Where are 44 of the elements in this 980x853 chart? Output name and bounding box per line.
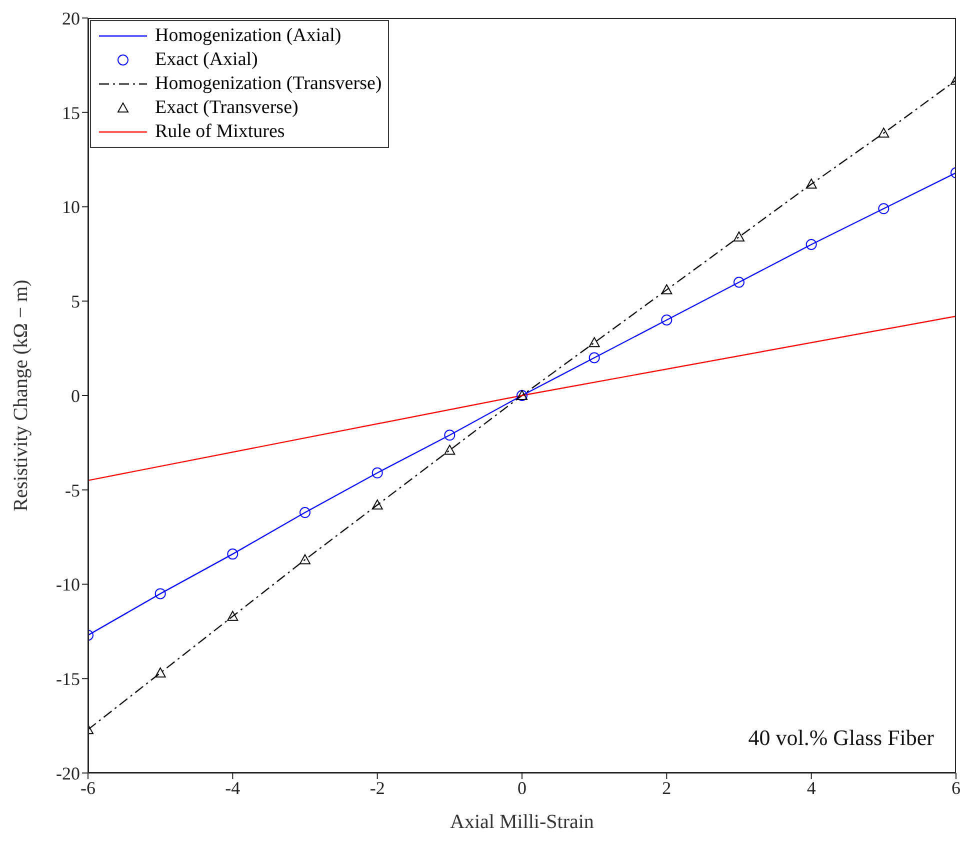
y-tick-label: 5 <box>71 292 80 312</box>
point <box>806 178 817 189</box>
x-tick-label: 4 <box>806 778 816 798</box>
legend-label: Exact (Transverse) <box>155 97 298 119</box>
x-axis-title: Axial Milli-Strain <box>450 811 594 833</box>
point <box>806 239 817 250</box>
y-tick-label: -20 <box>56 763 80 784</box>
point <box>734 276 744 288</box>
y-tick-label: -15 <box>56 669 80 690</box>
point <box>300 507 310 518</box>
legend-label: Homogenization (Axial) <box>155 25 342 47</box>
point <box>154 588 166 600</box>
point <box>372 467 383 478</box>
x-tick-label: 2 <box>662 778 672 798</box>
y-tick-label: 20 <box>62 8 80 28</box>
point <box>154 667 166 678</box>
point <box>661 284 672 294</box>
y-tick-label: 15 <box>62 102 80 123</box>
legend-label: Rule of Mixtures <box>155 121 285 143</box>
point <box>878 203 890 214</box>
point <box>588 337 600 348</box>
point <box>734 231 744 242</box>
y-axis-title: Resistivity Change (kΩ − m) <box>10 280 32 512</box>
point <box>227 610 238 621</box>
point <box>372 499 383 510</box>
point <box>661 314 672 326</box>
y-tick-label: 10 <box>62 197 80 218</box>
y-tick-label: 0 <box>71 386 80 406</box>
x-tick-label: 0 <box>518 778 526 798</box>
point <box>300 554 310 564</box>
annotation: 40 vol.% Glass Fiber <box>748 725 934 751</box>
legend-label: Exact (Axial) <box>155 49 258 71</box>
y-tick-label: -10 <box>56 574 80 595</box>
legend-label: Homogenization (Transverse) <box>155 73 382 95</box>
point <box>878 128 890 138</box>
y-tick-label: -5 <box>65 480 80 500</box>
point <box>444 430 456 441</box>
point <box>227 548 238 560</box>
x-tick-label: 6 <box>952 778 960 798</box>
point <box>588 352 600 364</box>
point <box>444 444 456 455</box>
x-tick-label: -6 <box>80 778 96 798</box>
x-tick-label: -2 <box>370 778 385 798</box>
x-tick-label: -4 <box>225 778 240 798</box>
